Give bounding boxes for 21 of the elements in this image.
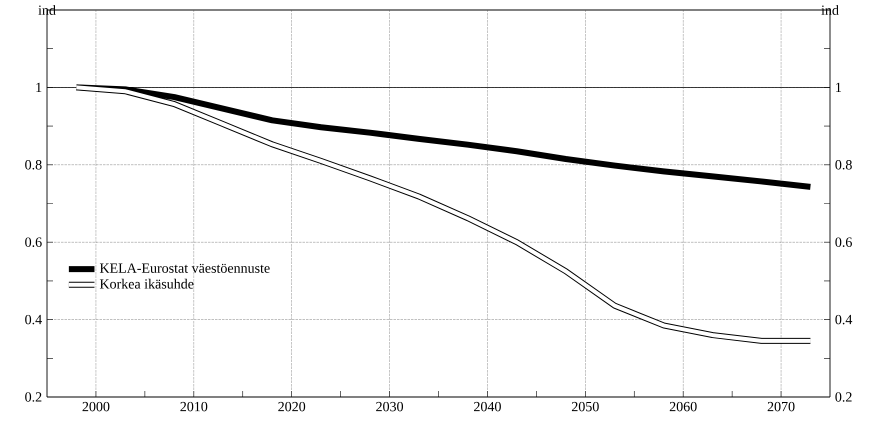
x-tick-label: 2030 — [376, 402, 404, 412]
y-tick-label: 0.6 — [25, 237, 42, 247]
y2-tick-label: 0.2 — [835, 392, 852, 402]
legend-label: KELA-Eurostat väestöennuste — [100, 263, 270, 273]
x-tick-label: 2000 — [82, 402, 110, 412]
x-tick-label: 2010 — [180, 402, 208, 412]
y2-tick-label: 0.6 — [835, 237, 852, 247]
y2-tick-label: 0.4 — [835, 314, 852, 324]
y-tick-label: 1 — [36, 82, 42, 92]
y2-tick-label: 1 — [836, 82, 842, 92]
y-tick-label: 0.2 — [25, 392, 42, 402]
x-tick-label: 2070 — [768, 402, 795, 412]
y2-tick-label: 0.8 — [835, 160, 852, 170]
y2-axis-title: ind — [821, 5, 839, 15]
x-tick-label: 2040 — [474, 402, 501, 412]
y-tick-label: 0.4 — [25, 314, 42, 324]
y-tick-label: 0.8 — [25, 160, 42, 170]
x-tick-label: 2020 — [278, 402, 306, 412]
x-tick-label: 2060 — [670, 402, 697, 412]
x-tick-label: 2050 — [572, 402, 599, 412]
legend-label: Korkea ikäsuhde — [100, 278, 194, 289]
